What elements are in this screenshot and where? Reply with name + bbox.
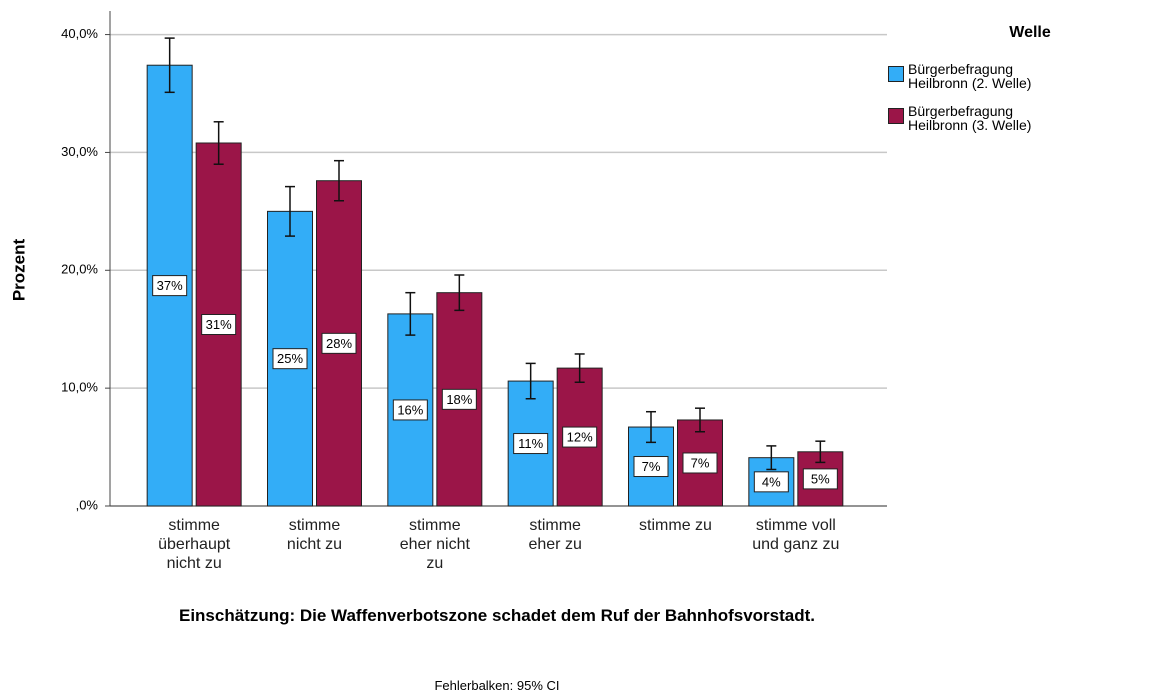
y-tick-label: 10,0%	[61, 380, 98, 395]
value-label: 37%	[157, 278, 183, 293]
value-label: 4%	[762, 474, 781, 489]
x-tick-label: stimme überhaupt nicht zu	[158, 517, 231, 572]
value-label-box	[392, 399, 428, 421]
value-label: 5%	[811, 471, 830, 486]
y-tick-label: 20,0%	[61, 262, 98, 277]
legend-label: Bürgerbefragung Heilbronn (2. Welle)	[908, 61, 1032, 91]
value-label: 11%	[518, 436, 543, 451]
y-tick-label: 40,0%	[61, 26, 98, 41]
value-label-box	[152, 275, 188, 297]
value-label-box	[682, 452, 718, 474]
legend-swatch	[888, 108, 904, 124]
legend-label: Bürgerbefragung Heilbronn (3. Welle)	[908, 103, 1032, 133]
y-tick-label: 30,0%	[61, 144, 98, 159]
footnote: Fehlerbalken: 95% CI	[434, 678, 560, 693]
value-label: 25%	[277, 351, 303, 366]
x-tick-label: stimme eher nicht zu	[399, 517, 470, 572]
y-tick-label: ,0%	[76, 497, 99, 512]
value-label: 28%	[326, 336, 352, 351]
value-label-box	[272, 348, 308, 370]
value-label-box	[753, 471, 789, 493]
x-axis-label: Einschätzung: Die Waffenverbotszone scha…	[178, 606, 815, 625]
value-label-box	[802, 468, 838, 490]
value-label-box	[441, 388, 477, 410]
value-label-box	[201, 314, 237, 335]
legend-title: Welle	[1009, 24, 1051, 41]
value-label: 12%	[567, 429, 593, 444]
value-label: 7%	[642, 459, 661, 474]
value-label-box	[562, 426, 598, 448]
legend-swatch	[888, 66, 904, 82]
x-tick-label: stimme zu	[639, 517, 712, 534]
value-label: 7%	[691, 455, 710, 470]
value-label: 18%	[446, 392, 472, 407]
value-label: 31%	[206, 317, 232, 332]
value-label-box	[633, 456, 669, 478]
value-label-box	[513, 433, 549, 455]
value-label: 16%	[397, 402, 423, 417]
value-label-box	[321, 332, 357, 354]
x-tick-label: stimme eher zu	[528, 517, 582, 553]
y-axis-label: Prozent	[9, 238, 28, 301]
x-tick-label: stimme nicht zu	[286, 517, 343, 553]
x-tick-label: stimme voll und ganz zu	[752, 517, 840, 553]
